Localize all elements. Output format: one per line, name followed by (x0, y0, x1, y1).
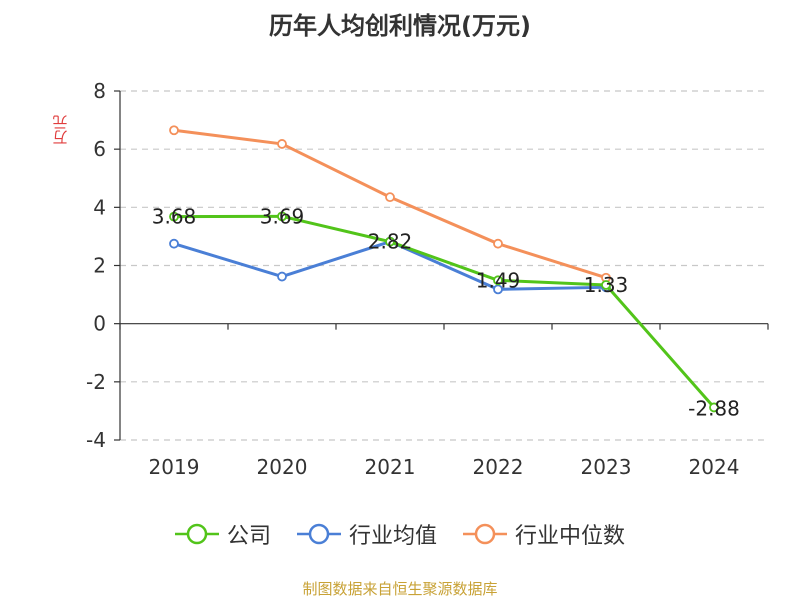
data-point-0 (601, 280, 611, 290)
data-label: -2.88 (688, 396, 740, 420)
data-point-2 (493, 238, 503, 249)
data-point-0 (493, 275, 503, 286)
y-tick-label: -2 (86, 370, 106, 394)
legend-item-company[interactable]: 公司 (174, 518, 271, 550)
y-tick-label: 8 (93, 79, 106, 103)
data-label: 3.68 (152, 205, 197, 229)
data-point-0 (277, 211, 287, 222)
legend-swatch-industry-average (296, 523, 341, 545)
data-point-2 (277, 139, 287, 149)
data-label: 3.69 (260, 204, 305, 228)
x-tick-label: 2019 (149, 455, 200, 479)
data-source-note: 制图数据来自恒生聚源数据库 (302, 580, 498, 598)
y-tick-label: 2 (93, 254, 106, 278)
x-tick-label: 2021 (365, 455, 416, 479)
data-point-1 (169, 238, 179, 249)
y-tick-label: 4 (93, 195, 106, 219)
y-tick-label: 0 (93, 312, 106, 336)
chart-title: 历年人均创利情况(万元) (269, 12, 531, 40)
data-point-1 (277, 271, 287, 282)
data-point-0 (385, 236, 395, 247)
legend-label-industry-median: 行业中位数 (515, 524, 626, 549)
data-point-0 (709, 402, 719, 413)
x-tick-label: 2023 (581, 455, 632, 479)
legend-swatch-industry-median (463, 523, 507, 545)
legend-label-company: 公司 (226, 524, 271, 549)
x-tick-label: 2022 (473, 455, 524, 479)
x-tick-label: 2020 (257, 455, 308, 479)
y-tick-label: -4 (86, 428, 106, 452)
data-label: 2.82 (368, 230, 413, 254)
x-tick-label: 2024 (689, 455, 740, 479)
legend-label-industry-average: 行业均值 (348, 524, 437, 549)
data-point-2 (385, 192, 395, 203)
legend: 公司 行业均值 行业中位数 (0, 518, 800, 550)
series-line-2 (173, 128, 607, 280)
legend-item-industry-median[interactable]: 行业中位数 (463, 518, 625, 550)
series-line-0 (173, 214, 716, 409)
data-label: 1.33 (584, 273, 629, 297)
data-label: 1.49 (476, 268, 521, 292)
data-point-2 (169, 125, 179, 136)
legend-swatch-company (174, 523, 219, 545)
data-point-1 (493, 284, 503, 295)
legend-item-industry-average[interactable]: 行业均值 (296, 518, 437, 550)
y-tick-label: 6 (93, 137, 106, 161)
data-point-0 (169, 211, 179, 222)
